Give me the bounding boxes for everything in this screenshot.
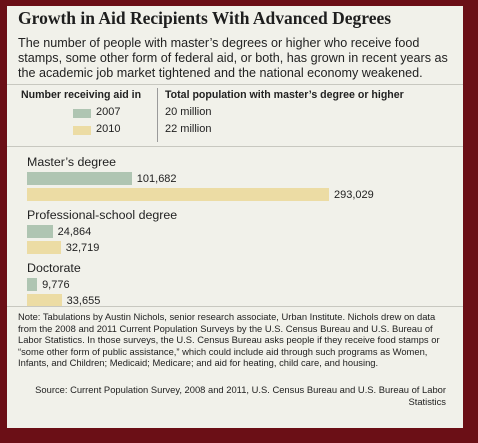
source-note: Source: Current Population Survey, 2008 …: [35, 384, 446, 407]
subtitle: The number of people with master’s degre…: [18, 36, 448, 80]
legend-swatch-2007: [73, 109, 91, 118]
bar-master-s-degree-2010: [27, 188, 329, 201]
legend-divider: [157, 88, 158, 142]
category-label-doctorate: Doctorate: [27, 261, 81, 275]
divider-top: [7, 84, 463, 85]
bar-doctorate-2007: [27, 278, 38, 291]
bar-professional-school-degree-2010: [27, 241, 61, 254]
legend-heading-population: Total population with master’s degree or…: [165, 89, 404, 101]
bar-master-s-degree-2007: [27, 172, 132, 185]
category-label-master-s-degree: Master’s degree: [27, 155, 117, 169]
value-label-professional-school-degree-2010: 32,719: [65, 241, 100, 254]
divider-bottom: [7, 306, 463, 307]
value-label-master-s-degree-2007: 101,682: [136, 172, 177, 185]
bar-chart: Master’s degree 101,682 293,029 Professiona…: [7, 151, 463, 311]
category-label-professional-school-degree: Professional-school degree: [27, 208, 178, 222]
bar-professional-school-degree-2007: [27, 225, 53, 238]
value-label-doctorate-2010: 33,655: [66, 294, 101, 307]
legend-population-2007: 20 million: [165, 106, 212, 118]
legend-swatch-2010: [73, 126, 91, 135]
value-label-master-s-degree-2010: 293,029: [334, 188, 374, 201]
chart-panel: Growth in Aid Recipients With Advanced D…: [7, 6, 463, 428]
value-label-professional-school-degree-2007: 24,864: [57, 225, 92, 238]
legend-year-2010: 2010: [96, 123, 121, 135]
footnote: Note: Tabulations by Austin Nichols, sen…: [18, 311, 440, 369]
legend-population-2010: 22 million: [165, 123, 212, 135]
bar-doctorate-2010: [27, 294, 62, 307]
legend-year-2007: 2007: [96, 106, 121, 118]
divider-legend: [7, 146, 463, 147]
legend-heading-aid: Number receiving aid in: [21, 89, 142, 101]
value-label-doctorate-2007: 9,776: [42, 278, 70, 291]
page-title: Growth in Aid Recipients With Advanced D…: [18, 8, 392, 28]
